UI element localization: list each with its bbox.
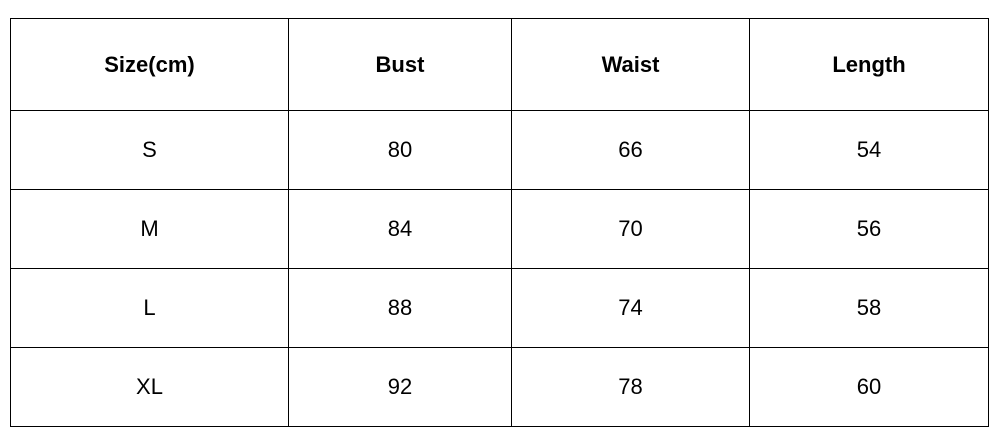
table-cell: 80 <box>288 110 512 190</box>
table-cell: 54 <box>749 110 989 190</box>
table-cell: 58 <box>749 268 989 348</box>
table-cell: S <box>10 110 289 190</box>
table-cell: 74 <box>511 268 750 348</box>
table-cell: 88 <box>288 268 512 348</box>
table-row: L 88 74 58 <box>10 268 989 348</box>
table-cell: XL <box>10 347 289 427</box>
table-cell: M <box>10 189 289 269</box>
table-cell: 60 <box>749 347 989 427</box>
table-cell: 66 <box>511 110 750 190</box>
table-row: S 80 66 54 <box>10 110 989 190</box>
table-cell: 92 <box>288 347 512 427</box>
table-cell: 84 <box>288 189 512 269</box>
table-row: XL 92 78 60 <box>10 347 989 427</box>
header-cell: Waist <box>511 18 750 111</box>
table-cell: L <box>10 268 289 348</box>
header-cell: Length <box>749 18 989 111</box>
header-row: Size(cm) Bust Waist Length <box>10 18 989 111</box>
table-row: M 84 70 56 <box>10 189 989 269</box>
table-cell: 70 <box>511 189 750 269</box>
size-chart-table: Size(cm) Bust Waist Length S 80 66 54 M 84 70 5… <box>10 18 989 427</box>
header-cell: Bust <box>288 18 512 111</box>
header-cell: Size(cm) <box>10 18 289 111</box>
table-cell: 56 <box>749 189 989 269</box>
table-cell: 78 <box>511 347 750 427</box>
